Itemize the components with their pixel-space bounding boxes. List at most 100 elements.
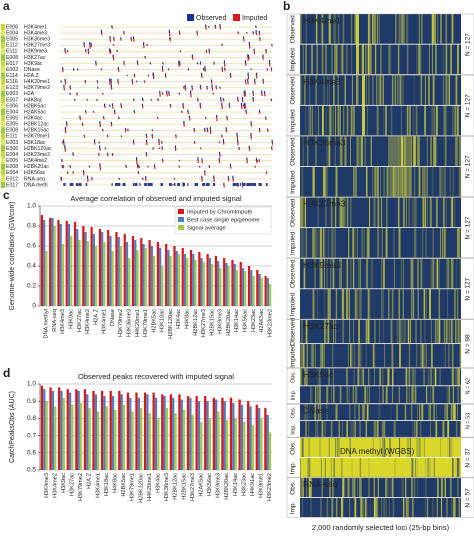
imputed-heatmap — [300, 44, 461, 75]
heatmap-streak — [409, 166, 411, 197]
heatmap-streak — [364, 386, 367, 404]
x-tick-label: H3K23ac — [251, 309, 257, 332]
heatmap-streak — [325, 105, 327, 136]
heatmap-streak — [357, 477, 359, 498]
heatmap-streak — [409, 105, 411, 136]
imputed-peak — [145, 154, 148, 157]
heatmap-streak — [442, 420, 443, 438]
bar — [255, 404, 258, 470]
epigenome-label: E017 — [6, 182, 18, 188]
heatmap-streak — [335, 166, 338, 197]
observed-peak — [205, 24, 207, 28]
bar — [157, 418, 160, 470]
observed-peak — [236, 132, 238, 137]
heatmap-streak — [385, 228, 388, 258]
observed-peak — [79, 115, 81, 119]
heatmap-streak — [358, 404, 360, 421]
heatmap-streak — [346, 258, 349, 289]
heatmap-streak — [426, 497, 428, 518]
epigenome-label: E007 — [6, 97, 18, 103]
observed-peak — [133, 110, 135, 113]
heatmap-streak — [378, 14, 380, 44]
bar — [163, 396, 166, 470]
imputed-peak — [265, 118, 267, 120]
heatmap-streak — [457, 368, 459, 386]
bar — [86, 241, 89, 306]
heatmap-streak — [408, 368, 411, 386]
x-axis-label: 2,000 randomly selected loci (25-bp bins… — [312, 523, 450, 532]
observed-peak — [110, 84, 112, 88]
n-label: N = 127 — [465, 33, 472, 56]
bar — [221, 397, 224, 470]
heatmap-streak — [401, 477, 404, 498]
observed-peak — [254, 165, 256, 167]
observed-heatmap — [300, 477, 461, 498]
imputed-peak — [84, 81, 87, 84]
heatmap-streak — [421, 258, 423, 289]
epigenome-strip — [1, 139, 5, 146]
heatmap-streak — [394, 75, 397, 105]
heatmap-streak — [451, 497, 453, 518]
observed-peak — [270, 67, 272, 70]
heatmap-streak — [323, 420, 325, 438]
observed-peak — [226, 115, 228, 119]
imputed-peak — [93, 112, 95, 113]
observed-peak — [130, 36, 132, 40]
heatmap-streak — [438, 319, 440, 344]
imputed-peak — [85, 112, 87, 114]
x-tick-label: H4K8ac — [184, 309, 190, 329]
heatmap-streak — [308, 105, 310, 136]
imputed-peak — [194, 142, 196, 144]
heatmap-streak — [369, 44, 371, 75]
heatmap-streak — [365, 497, 368, 518]
observed-peak — [219, 86, 221, 88]
heatmap-streak — [387, 368, 390, 386]
imputed-peak — [61, 166, 64, 169]
observed-peak — [244, 60, 247, 64]
heatmap-streak — [447, 437, 449, 458]
heatmap-streak — [314, 228, 317, 258]
bar — [174, 413, 177, 470]
heatmap-streak — [425, 228, 427, 258]
heatmap-streak — [300, 197, 303, 228]
heatmap-streak — [382, 289, 384, 319]
heatmap-streak — [423, 289, 425, 319]
bar — [212, 397, 215, 470]
row-label: Imputed — [290, 231, 297, 255]
heatmap-streak — [357, 136, 359, 167]
observed-peak — [183, 120, 185, 125]
heatmap-streak — [376, 75, 378, 105]
heatmap-streak — [341, 44, 344, 75]
y-tick-label: 0.5 — [27, 467, 36, 474]
imputed-peak — [125, 130, 127, 133]
imputed-peak — [79, 118, 81, 121]
heatmap-streak — [304, 228, 307, 258]
heatmap-streak — [417, 437, 420, 458]
x-tick-label: H4K20me1 — [135, 309, 141, 337]
observed-peak — [214, 24, 216, 28]
bar — [111, 396, 115, 470]
heatmap-streak — [399, 344, 401, 368]
bar — [251, 425, 254, 470]
bar — [59, 224, 62, 306]
observed-peak — [167, 68, 170, 70]
observed-peak — [271, 139, 273, 143]
x-tick-label: H2BK20ac — [224, 473, 230, 500]
y-tick-label: 0 — [32, 303, 36, 310]
track-label: H2BK5ac — [24, 103, 46, 109]
heatmap-streak — [326, 404, 328, 421]
heatmap-streak — [454, 136, 457, 167]
heatmap-streak — [376, 14, 378, 44]
heatmap-streak — [413, 75, 415, 105]
heatmap-streak — [308, 477, 311, 498]
bar — [128, 258, 131, 306]
heatmap-streak — [453, 404, 455, 421]
observed-peak — [263, 91, 266, 94]
heatmap-streak — [379, 368, 381, 386]
imputed-peak — [138, 172, 140, 175]
observed-peak — [219, 24, 221, 28]
observed-peak — [247, 78, 249, 82]
bar — [122, 404, 126, 470]
bar — [241, 268, 245, 306]
heatmap-streak — [358, 319, 360, 344]
